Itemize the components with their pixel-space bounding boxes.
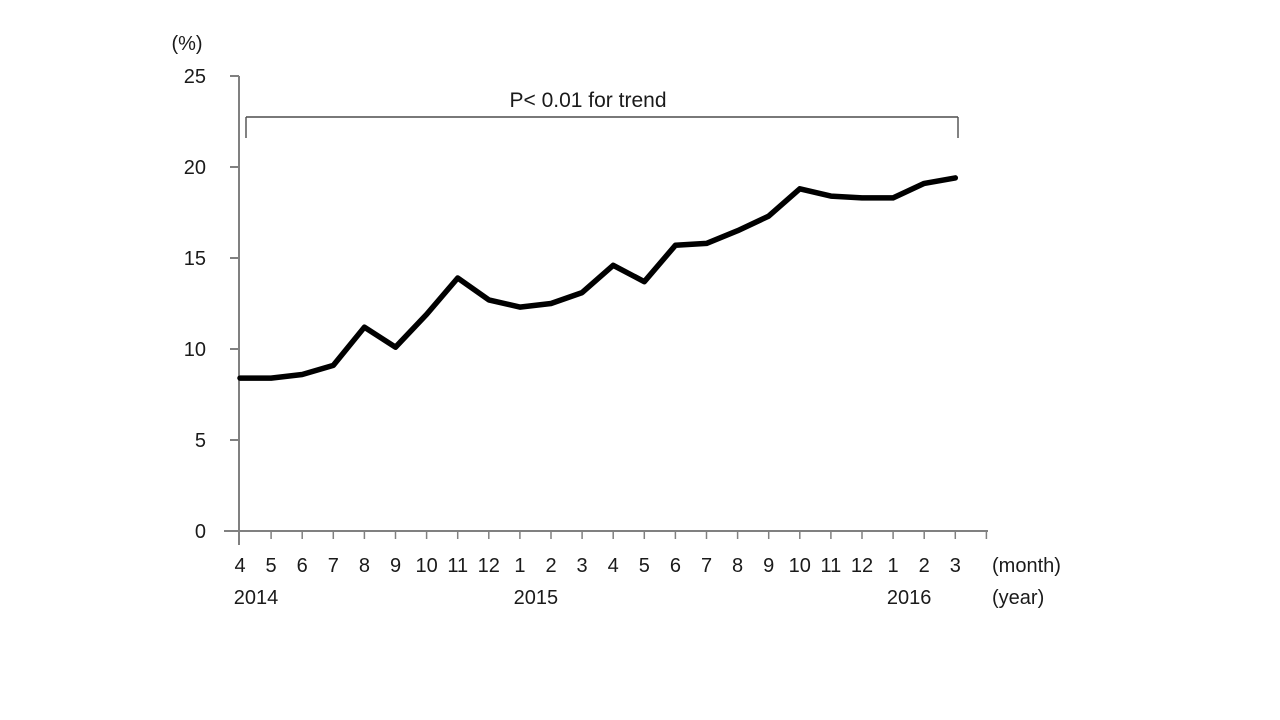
year-tick-label: 2015 [514,587,559,609]
y-axis-ticks: 0 5 10 15 20 25 [184,66,239,543]
x-axis-month-unit-label: (month) [992,555,1061,577]
month-tick-label: 4 [234,555,245,577]
month-tick-label: 1 [514,555,525,577]
y-tick-label: 20 [184,157,206,179]
month-tick-label: 7 [328,555,339,577]
x-axis-year-unit-label: (year) [992,587,1044,609]
y-tick-label: 5 [195,430,206,452]
month-tick-label: 2 [919,555,930,577]
month-tick-label: 10 [415,555,437,577]
month-tick-label: 9 [390,555,401,577]
month-tick-label: 7 [701,555,712,577]
y-tick-label: 15 [184,248,206,270]
month-tick-label: 6 [670,555,681,577]
year-tick-label: 2014 [234,587,279,609]
month-tick-label: 3 [577,555,588,577]
month-tick-label: 4 [608,555,619,577]
month-tick-label: 5 [266,555,277,577]
month-tick-label: 11 [447,555,468,577]
x-axis-month-labels: 4 5 6 7 8 9 10 11 12 1 2 3 4 5 6 7 8 9 10 11 12 1 2 3 [234,555,960,577]
month-tick-label: 6 [297,555,308,577]
x-axis-year-labels: 2014 2015 2016 [234,587,932,609]
month-tick-label: 8 [732,555,743,577]
year-tick-label: 2016 [887,587,932,609]
y-tick-label: 0 [195,521,206,543]
significance-bracket [245,116,959,138]
month-tick-label: 11 [821,555,842,577]
month-tick-label: 3 [950,555,961,577]
trend-line [237,175,959,381]
x-axis-ticks [270,531,988,539]
data-series [237,175,959,381]
y-tick-label: 25 [184,66,206,88]
month-tick-label: 8 [359,555,370,577]
month-tick-label: 9 [763,555,774,577]
y-tick-label: 10 [184,339,206,361]
month-tick-label: 12 [478,555,500,577]
month-tick-label: 12 [851,555,873,577]
month-tick-label: 2 [545,555,556,577]
y-axis-unit-label: (%) [171,33,202,55]
month-tick-label: 1 [888,555,899,577]
trend-significance-annotation: P< 0.01 for trend [509,89,666,112]
month-tick-label: 5 [639,555,650,577]
month-tick-label: 10 [789,555,811,577]
